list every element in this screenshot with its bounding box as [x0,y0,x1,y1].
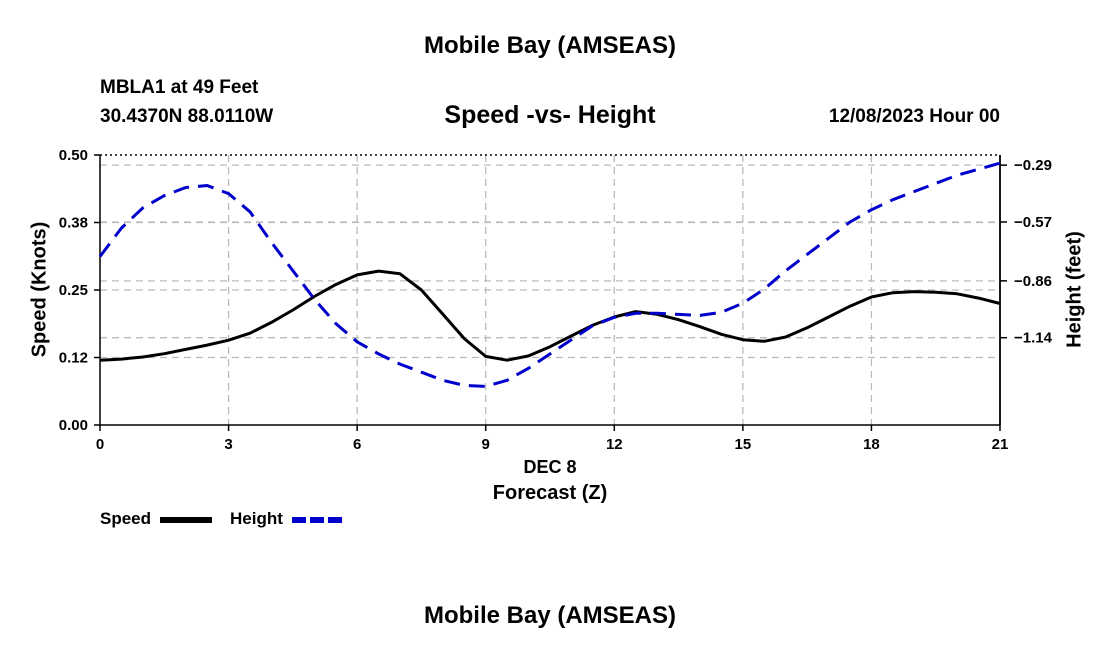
y2-tick-label: −0.86 [1014,273,1052,290]
station-label: MBLA1 at 49 Feet [100,77,259,98]
y-tick-label: 0.25 [59,282,88,299]
legend-height-swatch [292,517,342,523]
legend-speed-label: Speed [100,509,152,528]
y-tick-label: 0.38 [59,215,88,232]
forecast-datetime: 12/08/2023 Hour 00 [828,106,1000,127]
grid-layer [100,155,1000,425]
x-tick-label: 15 [735,436,752,453]
x-axis-date-label: DEC 8 [523,457,577,477]
legend-speed-swatch [160,517,212,523]
main-title: Mobile Bay (AMSEAS) [423,32,677,59]
x-axis-title: Forecast (Z) [492,482,608,504]
y-axis-title: Speed (Knots) [28,221,51,358]
x-tick-label: 0 [96,436,104,453]
axis-layer [94,154,1007,431]
y2-tick-label: −1.14 [1014,330,1053,347]
y2-tick-label: −0.57 [1014,214,1052,231]
legend-height-label: Height [230,509,283,528]
y2-axis-title: Height (feet) [1063,231,1086,348]
x-tick-label: 9 [482,436,490,453]
x-tick-label: 6 [353,436,361,453]
speed-series-line [99,269,1001,362]
y-tick-label: 0.12 [59,350,88,367]
y-tick-label: 0.50 [59,147,88,164]
y-tick-label: 0.00 [59,417,88,434]
x-tick-label: 21 [992,436,1009,453]
footer-title: Mobile Bay (AMSEAS) [423,602,677,629]
station-coords: 30.4370N 88.0110W [100,106,274,127]
x-tick-label: 3 [224,436,232,453]
y2-tick-label: −0.29 [1014,157,1052,174]
series-layer [98,161,1001,388]
chart-subtitle: Speed -vs- Height [444,101,656,129]
label-layer: 0 3 6 9 12 15 18 21 0.00 0.12 0.25 0.38 0.50 −0.29 −0.… [59,147,1053,453]
x-tick-label: 12 [606,436,623,453]
height-series-line [98,161,1001,388]
x-tick-label: 18 [863,436,880,453]
